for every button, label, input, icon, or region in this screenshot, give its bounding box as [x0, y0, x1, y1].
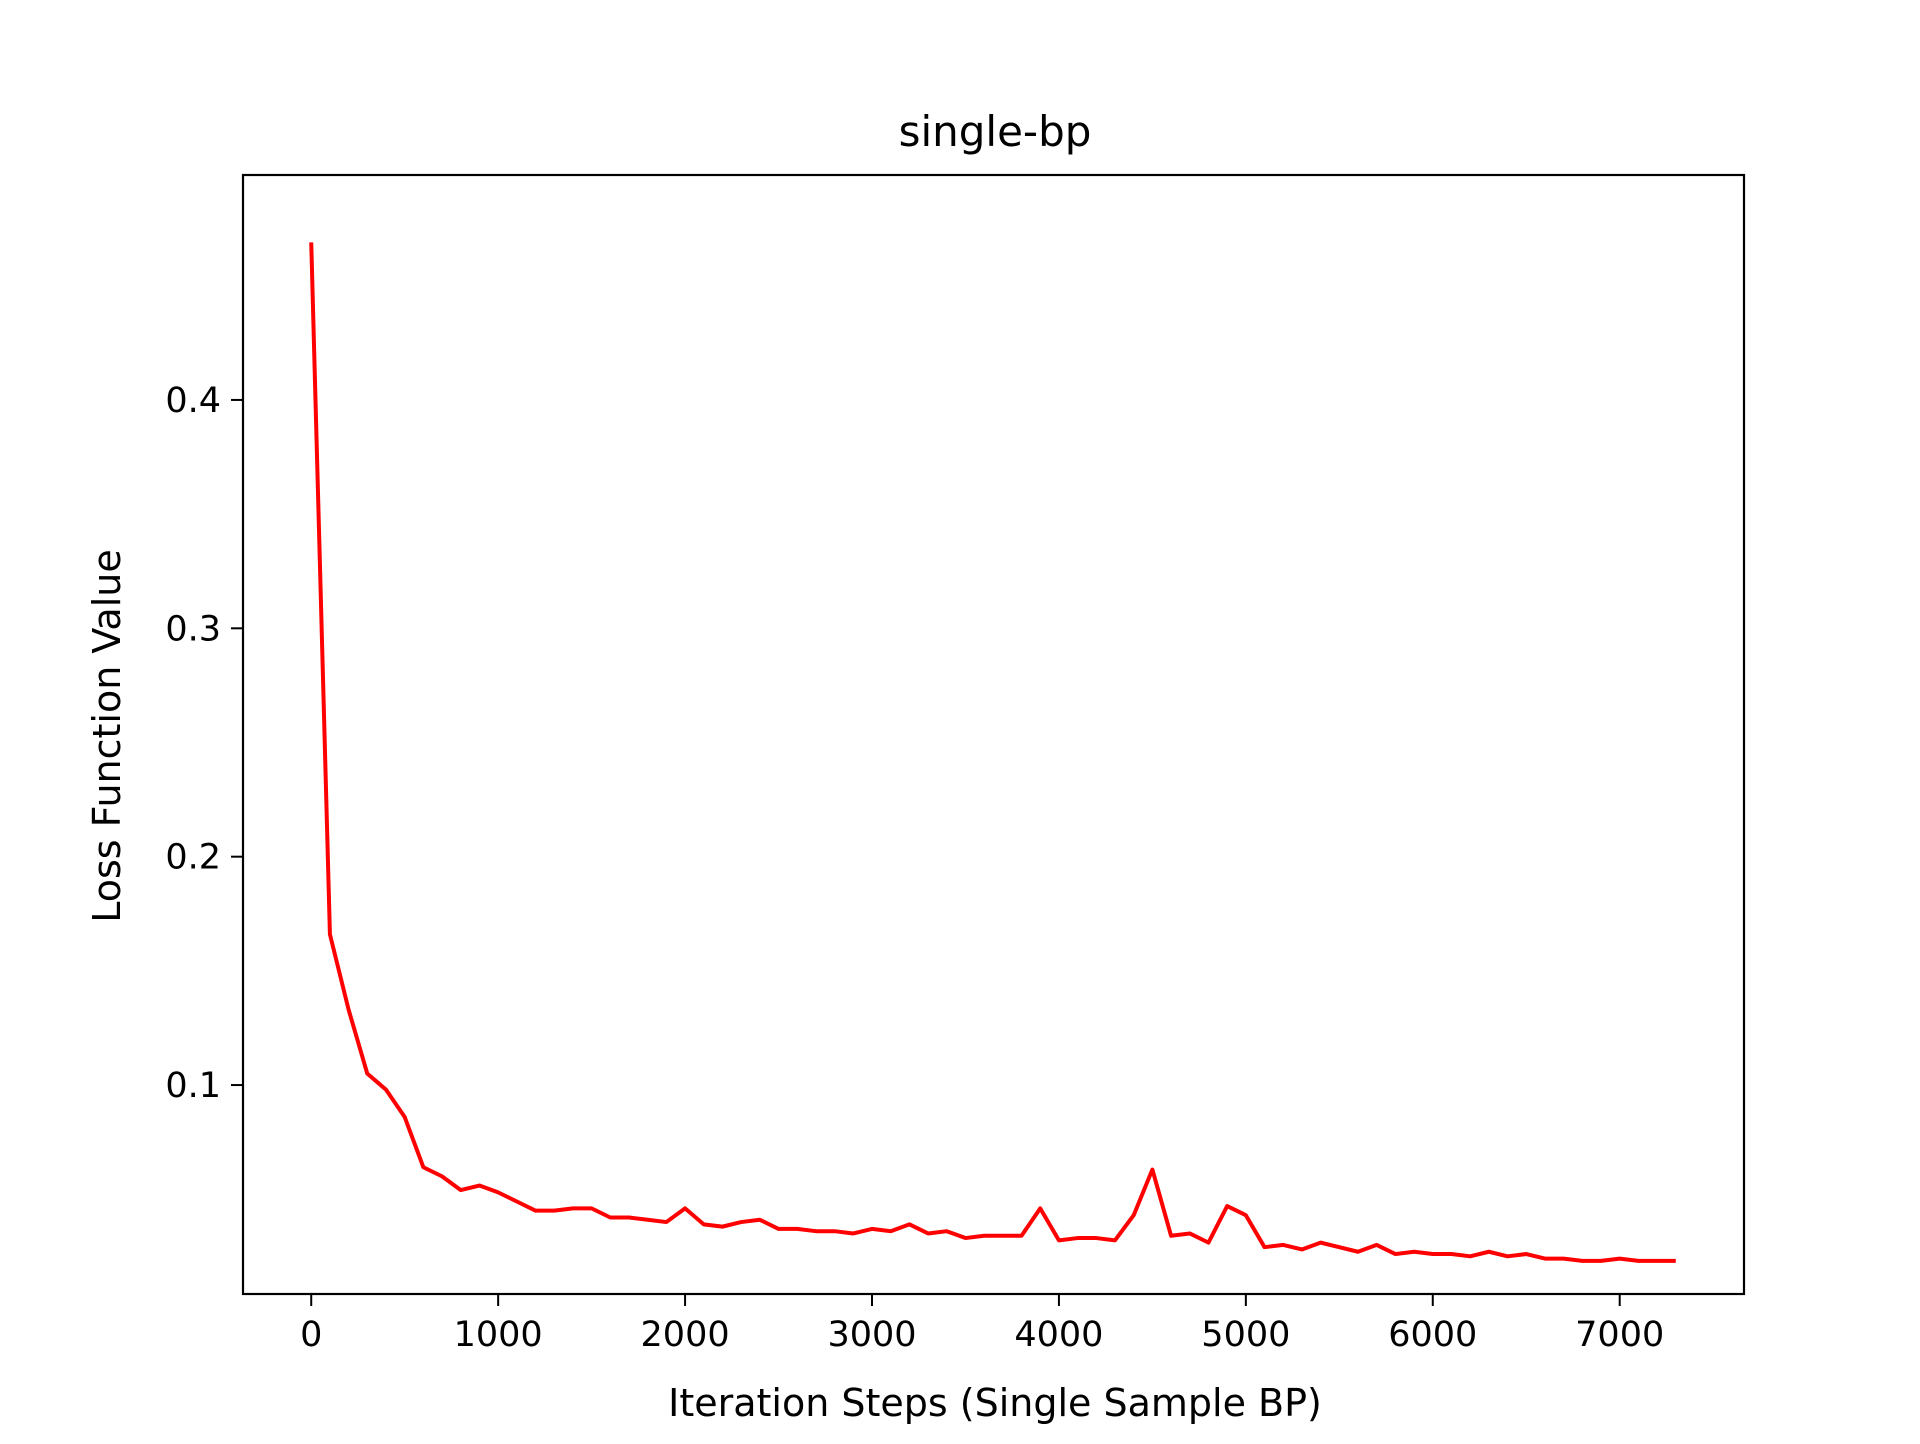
x-tick-label: 7000	[1575, 1315, 1664, 1355]
x-axis-label: Iteration Steps (Single Sample BP)	[668, 1381, 1322, 1425]
plot-area-background	[243, 175, 1744, 1294]
x-tick-label: 5000	[1201, 1315, 1290, 1355]
y-tick-label: 0.1	[165, 1066, 221, 1106]
x-tick-label: 6000	[1388, 1315, 1477, 1355]
plot-frame	[241, 173, 1746, 1296]
x-tick-label: 3000	[827, 1315, 916, 1355]
y-tick-label: 0.4	[165, 381, 221, 421]
y-tick-label: 0.2	[165, 838, 221, 878]
chart-title: single-bp	[899, 107, 1092, 156]
axes-layer: 0 1000 2000 3000 4000 5000 6000 7000 0.1 0.2 0.3 0.…	[165, 173, 1746, 1355]
x-tick-label: 2000	[641, 1315, 730, 1355]
y-tick-label: 0.3	[165, 609, 221, 649]
x-tick-label: 4000	[1014, 1315, 1103, 1355]
series-line-0	[309, 242, 1676, 1263]
x-tick-label: 1000	[454, 1315, 543, 1355]
x-tick-label: 0	[300, 1315, 322, 1355]
plot-layer	[243, 175, 1744, 1294]
y-axis-label: Loss Function Value	[85, 549, 129, 923]
